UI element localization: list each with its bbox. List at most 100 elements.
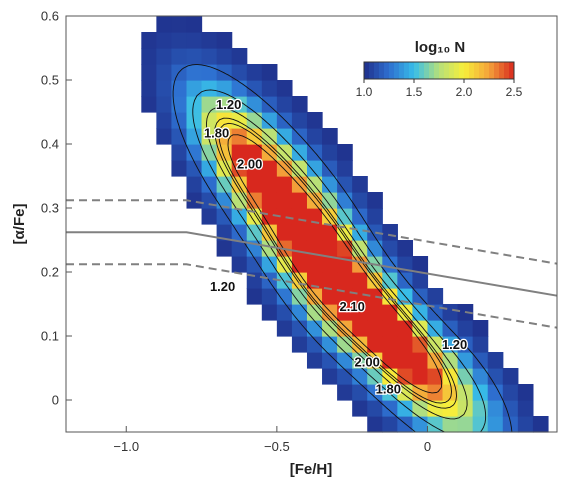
heatmap-cell: [337, 176, 353, 193]
heatmap-cell: [322, 192, 338, 209]
heatmap-cell: [291, 240, 308, 257]
colorbar-tick-label: 1.0: [356, 85, 373, 99]
colorbar: log₁₀ N 1.0 1.5 2.0 2.5: [356, 39, 523, 99]
heatmap-cell: [457, 368, 474, 385]
heatmap-cell: [306, 272, 323, 289]
heatmap-cell: [261, 144, 278, 161]
heatmap-cell: [306, 160, 323, 177]
colorbar-swatch: [379, 62, 385, 79]
colorbar-swatch: [489, 62, 495, 79]
heatmap-cell: [367, 224, 383, 241]
heatmap-cell: [201, 176, 218, 193]
heatmap-cell: [367, 192, 383, 209]
heatmap-cell: [171, 160, 188, 177]
heatmap-cell: [246, 112, 263, 129]
heatmap-cell: [337, 208, 353, 225]
heatmap-cell: [487, 384, 504, 401]
heatmap-cell: [186, 48, 203, 65]
heatmap-cell: [291, 208, 308, 225]
x-axis-label: [Fe/H]: [290, 461, 333, 478]
heatmap-cell: [367, 304, 383, 321]
y-tick-label: 0.2: [41, 265, 59, 280]
heatmap-cell: [231, 240, 248, 257]
heatmap-cell: [171, 112, 188, 129]
heatmap-cell: [337, 320, 353, 337]
y-tick-label: 0.4: [41, 137, 59, 152]
heatmap-cell: [397, 384, 414, 401]
x-tick-label: −0.5: [264, 439, 290, 454]
heatmap-cell: [291, 336, 308, 353]
heatmap-cell: [412, 304, 429, 321]
heatmap-cell: [367, 208, 383, 225]
contour-line: [206, 107, 468, 420]
heatmap-cell: [216, 224, 233, 241]
heatmap-cell: [201, 160, 218, 177]
heatmap-cell: [412, 352, 429, 369]
y-tick-label: 0.1: [41, 329, 59, 344]
colorbar-swatch: [374, 62, 380, 79]
heatmap-cell: [141, 48, 157, 65]
heatmap-cell: [156, 48, 173, 65]
heatmap-cell: [261, 304, 278, 321]
colorbar-swatch: [444, 62, 450, 79]
heatmap-cell: [171, 48, 188, 65]
contour-line: [227, 134, 443, 394]
heatmap-cell: [487, 416, 504, 433]
heatmap-cell: [337, 160, 353, 177]
heatmap-cell: [171, 80, 188, 97]
solid-boundary-line: [66, 231, 558, 297]
x-tick-label: −1.0: [113, 439, 139, 454]
heatmap-cell: [352, 336, 368, 353]
heatmap-cell: [246, 224, 263, 241]
heatmap-cell: [216, 208, 233, 225]
heatmap-cell: [276, 160, 293, 177]
heatmap-cell: [261, 256, 278, 273]
heatmap-cell: [457, 352, 474, 369]
heatmap-cell: [367, 240, 383, 257]
heatmap-cell: [382, 384, 398, 401]
heatmap-cell: [352, 224, 368, 241]
colorbar-swatch: [474, 62, 480, 79]
heatmap-cell: [322, 272, 338, 289]
colorbar-swatch: [469, 62, 475, 79]
heatmap-cell: [246, 144, 263, 161]
heatmap-cell: [261, 288, 278, 305]
heatmap-cell: [186, 144, 203, 161]
colorbar-swatch: [484, 62, 490, 79]
heatmap-cell: [502, 384, 519, 401]
y-axis-label: [α/Fe]: [11, 204, 28, 245]
colorbar-tick-label: 2.5: [506, 85, 523, 99]
heatmap-cell: [472, 416, 489, 433]
heatmap-cell: [382, 352, 398, 369]
colorbar-gradient: [364, 62, 515, 79]
heatmap-cell: [156, 64, 173, 81]
colorbar-swatch: [454, 62, 460, 79]
heatmap-cell: [442, 416, 459, 433]
heatmap-cell: [216, 240, 233, 257]
heatmap-cell: [457, 336, 474, 353]
y-tick-label: 0: [52, 393, 59, 408]
heatmap-cell: [337, 288, 353, 305]
heatmap-cell: [201, 48, 218, 65]
heatmap-cell: [352, 272, 368, 289]
heatmap-cell: [306, 240, 323, 257]
heatmap-cell: [246, 176, 263, 193]
heatmap-cell: [291, 144, 308, 161]
heatmap-cell: [246, 192, 263, 209]
heatmap-cell: [276, 304, 293, 321]
contour-labels: 1.20 1.80 2.00 1.20 2.10 1.20 2.00 1.80: [203, 96, 469, 398]
contour-line: [214, 117, 457, 409]
heatmap-cell: [517, 416, 534, 433]
contour-label: 2.00: [237, 156, 262, 171]
heatmap-cell: [201, 32, 218, 49]
heatmap-cell: [276, 192, 293, 209]
colorbar-swatch: [364, 62, 370, 79]
heatmap-cell: [276, 320, 293, 337]
colorbar-swatch: [499, 62, 505, 79]
heatmap-cell: [186, 112, 203, 129]
heatmap-cell: [201, 112, 218, 129]
contour-label: 1.20: [216, 97, 241, 112]
heatmap-cell: [337, 240, 353, 257]
heatmap-cell: [487, 352, 504, 369]
heatmap-cell: [442, 368, 459, 385]
